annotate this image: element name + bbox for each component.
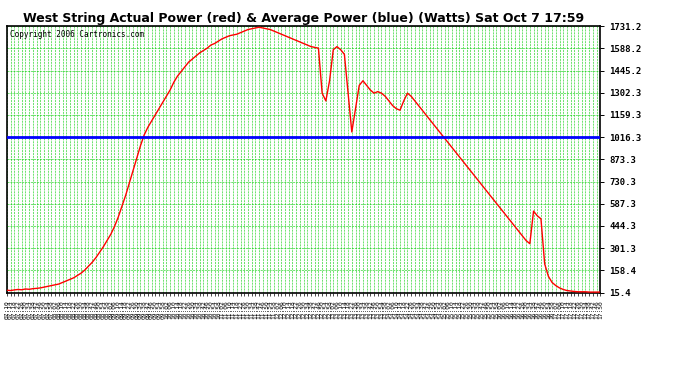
Text: Copyright 2006 Cartronics.com: Copyright 2006 Cartronics.com [10, 30, 144, 39]
Title: West String Actual Power (red) & Average Power (blue) (Watts) Sat Oct 7 17:59: West String Actual Power (red) & Average… [23, 12, 584, 25]
